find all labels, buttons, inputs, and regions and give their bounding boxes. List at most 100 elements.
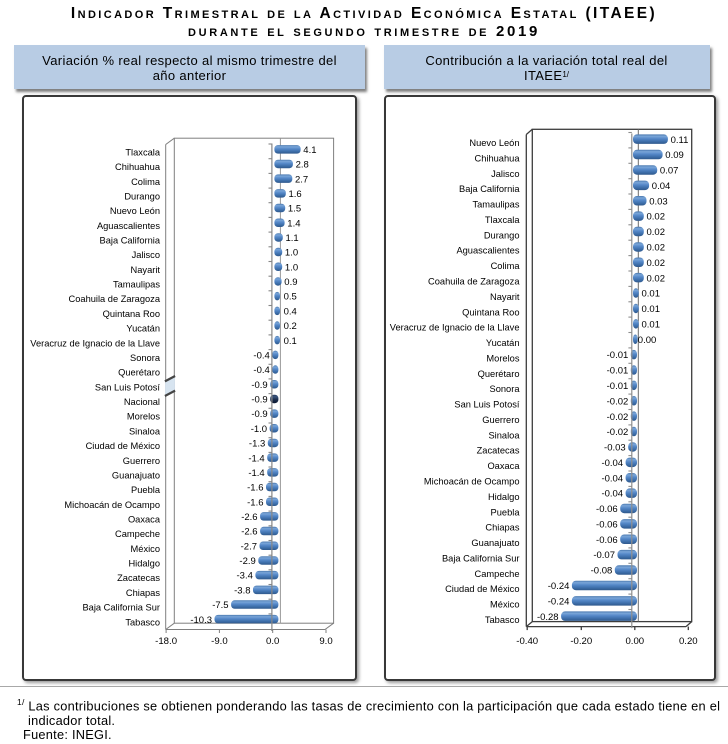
svg-text:Oaxaca: Oaxaca: [128, 515, 161, 525]
svg-text:9.0: 9.0: [319, 636, 332, 647]
svg-text:Sinaloa: Sinaloa: [129, 426, 161, 436]
svg-text:Tamaulipas: Tamaulipas: [472, 200, 519, 210]
svg-text:0.04: 0.04: [652, 181, 671, 192]
svg-text:-18.0: -18.0: [155, 636, 177, 647]
svg-text:0.09: 0.09: [665, 150, 684, 161]
svg-text:-0.01: -0.01: [607, 366, 629, 377]
svg-text:1.5: 1.5: [288, 204, 301, 215]
svg-text:-0.02: -0.02: [607, 412, 629, 423]
svg-text:0.02: 0.02: [647, 273, 666, 284]
svg-text:-1.4: -1.4: [248, 468, 264, 479]
svg-text:Hidalgo: Hidalgo: [128, 559, 160, 569]
svg-text:Sinaloa: Sinaloa: [488, 430, 520, 440]
svg-text:Chihuahua: Chihuahua: [115, 162, 161, 172]
svg-text:Campeche: Campeche: [115, 529, 160, 539]
svg-text:Oaxaca: Oaxaca: [487, 461, 520, 471]
svg-text:-0.9: -0.9: [251, 395, 267, 406]
svg-text:Campeche: Campeche: [475, 569, 520, 579]
svg-text:-2.9: -2.9: [239, 556, 255, 567]
svg-text:-0.01: -0.01: [607, 350, 629, 361]
svg-text:Zacatecas: Zacatecas: [117, 573, 160, 583]
svg-text:Jalisco: Jalisco: [132, 250, 160, 260]
svg-text:Tlaxcala: Tlaxcala: [485, 215, 520, 225]
svg-text:Quintana Roo: Quintana Roo: [462, 307, 519, 317]
svg-text:0.20: 0.20: [679, 636, 698, 647]
svg-text:0.01: 0.01: [642, 289, 661, 300]
svg-text:Colima: Colima: [491, 261, 521, 271]
svg-text:México: México: [490, 600, 519, 610]
svg-text:Baja California: Baja California: [100, 236, 161, 246]
svg-text:-0.02: -0.02: [607, 427, 629, 438]
svg-text:-0.06: -0.06: [596, 520, 618, 531]
svg-text:1.1: 1.1: [286, 233, 299, 244]
svg-text:2.7: 2.7: [295, 174, 308, 185]
svg-text:Morelos: Morelos: [486, 353, 519, 363]
svg-text:-0.24: -0.24: [548, 596, 570, 607]
svg-text:-0.04: -0.04: [601, 458, 623, 469]
svg-text:Baja California: Baja California: [459, 184, 520, 194]
svg-text:-0.01: -0.01: [607, 381, 629, 392]
svg-text:Colima: Colima: [131, 177, 161, 187]
svg-text:0.4: 0.4: [284, 306, 297, 317]
svg-text:1.4: 1.4: [287, 218, 300, 229]
svg-text:Ciudad de México: Ciudad de México: [445, 584, 519, 594]
svg-text:0.02: 0.02: [647, 227, 666, 238]
svg-text:Sonora: Sonora: [490, 384, 521, 394]
svg-text:-1.0: -1.0: [251, 424, 267, 435]
svg-text:-0.06: -0.06: [596, 535, 618, 546]
svg-text:0.02: 0.02: [647, 258, 666, 269]
svg-text:4.1: 4.1: [303, 145, 316, 156]
svg-text:-0.28: -0.28: [537, 612, 559, 623]
svg-text:Michoacán de Ocampo: Michoacán de Ocampo: [424, 477, 520, 487]
svg-text:Nuevo León: Nuevo León: [469, 138, 519, 148]
svg-text:-0.04: -0.04: [601, 473, 623, 484]
svg-text:0.02: 0.02: [647, 212, 666, 223]
svg-text:Hidalgo: Hidalgo: [488, 492, 520, 502]
svg-text:Chiapas: Chiapas: [126, 588, 160, 598]
svg-text:Aguascalientes: Aguascalientes: [97, 221, 160, 231]
svg-text:Veracruz de Ignacio de la Llav: Veracruz de Ignacio de la Llave: [390, 323, 520, 333]
svg-text:0.2: 0.2: [284, 321, 297, 332]
svg-text:Tlaxcala: Tlaxcala: [125, 147, 160, 157]
svg-text:Aguascalientes: Aguascalientes: [456, 246, 519, 256]
svg-text:0.0: 0.0: [266, 636, 279, 647]
svg-text:0.9: 0.9: [284, 277, 297, 288]
svg-text:-0.02: -0.02: [607, 396, 629, 407]
svg-text:Yucatán: Yucatán: [126, 324, 160, 334]
svg-text:-0.9: -0.9: [251, 380, 267, 391]
svg-text:Quintana Roo: Quintana Roo: [103, 309, 160, 319]
svg-text:0.01: 0.01: [642, 304, 661, 315]
svg-text:Nacional: Nacional: [124, 397, 160, 407]
svg-text:Nayarit: Nayarit: [131, 265, 161, 275]
svg-text:Durango: Durango: [484, 230, 520, 240]
svg-text:Puebla: Puebla: [131, 485, 161, 495]
svg-text:Nayarit: Nayarit: [490, 292, 520, 302]
svg-text:1.6: 1.6: [289, 189, 302, 200]
svg-text:1.0: 1.0: [285, 248, 298, 259]
svg-text:-0.4: -0.4: [253, 365, 269, 376]
svg-text:-0.06: -0.06: [596, 504, 618, 515]
svg-text:Querétaro: Querétaro: [118, 368, 160, 378]
svg-text:0.11: 0.11: [671, 135, 689, 146]
svg-text:-7.5: -7.5: [212, 600, 228, 611]
svg-text:-2.7: -2.7: [241, 541, 257, 552]
svg-text:-3.8: -3.8: [234, 585, 250, 596]
svg-text:-0.24: -0.24: [548, 581, 570, 592]
svg-text:-10.3: -10.3: [190, 615, 212, 626]
svg-text:Chihuahua: Chihuahua: [475, 153, 521, 163]
svg-text:Ciudad de México: Ciudad de México: [86, 441, 160, 451]
svg-text:Morelos: Morelos: [127, 412, 160, 422]
svg-text:Michoacán de Ocampo: Michoacán de Ocampo: [64, 500, 160, 510]
svg-text:Nuevo León: Nuevo León: [110, 206, 160, 216]
svg-text:0.1: 0.1: [284, 336, 297, 347]
svg-text:0.01: 0.01: [642, 319, 661, 330]
svg-text:-0.4: -0.4: [253, 351, 269, 362]
svg-text:Sonora: Sonora: [130, 353, 161, 363]
svg-text:Chiapas: Chiapas: [485, 523, 519, 533]
svg-text:Tamaulipas: Tamaulipas: [113, 280, 160, 290]
svg-text:-2.6: -2.6: [241, 527, 257, 538]
svg-text:0.00: 0.00: [638, 335, 657, 346]
svg-text:-1.3: -1.3: [249, 439, 265, 450]
svg-text:-0.40: -0.40: [516, 636, 538, 647]
svg-text:Zacatecas: Zacatecas: [477, 446, 520, 456]
